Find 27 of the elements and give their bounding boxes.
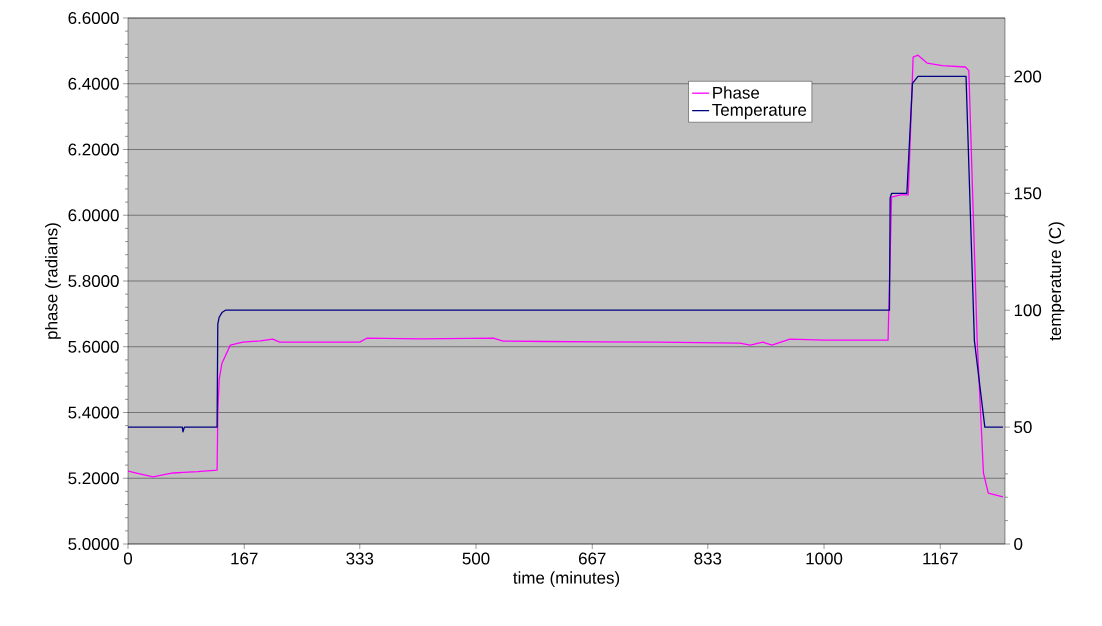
y-tick-label: 5.2000 xyxy=(68,472,119,485)
y-tick-label: 5.0000 xyxy=(68,538,119,550)
legend-label: Phase xyxy=(713,86,760,99)
x-axis-title: time (minutes) xyxy=(513,571,620,588)
x-tick-label: 833 xyxy=(694,552,722,565)
y-tick-label: 5.8000 xyxy=(68,275,119,287)
y-axis-title: phase (radians) xyxy=(45,223,61,339)
y2-tick-label: 0 xyxy=(1014,538,1023,550)
x-tick-label: 667 xyxy=(578,552,606,565)
x-tick-label: 167 xyxy=(231,552,258,565)
x-tick-label: 1000 xyxy=(806,552,843,565)
x-tick-label: 1167 xyxy=(923,552,958,565)
y-tick-label: 6.4000 xyxy=(68,77,119,90)
y-tick-label: 6.2000 xyxy=(68,143,119,156)
y-tick-label: 5.6000 xyxy=(68,340,119,353)
x-tick-label: 0 xyxy=(123,552,133,565)
y2-tick-label: 200 xyxy=(1014,70,1042,83)
y2-tick-label: 100 xyxy=(1014,304,1042,317)
y-tick-label: 6.6000 xyxy=(68,12,119,24)
x-tick-label: 500 xyxy=(462,552,490,565)
y-tick-label: 6.0000 xyxy=(68,209,119,222)
y2-axis-title: temperature (C) xyxy=(1048,222,1065,341)
y2-tick-label: 150 xyxy=(1014,187,1042,200)
legend-label: Temperature xyxy=(712,104,807,120)
y2-tick-label: 50 xyxy=(1014,421,1032,434)
x-tick-label: 333 xyxy=(346,552,374,565)
y-tick-label: 5.4000 xyxy=(68,406,119,419)
